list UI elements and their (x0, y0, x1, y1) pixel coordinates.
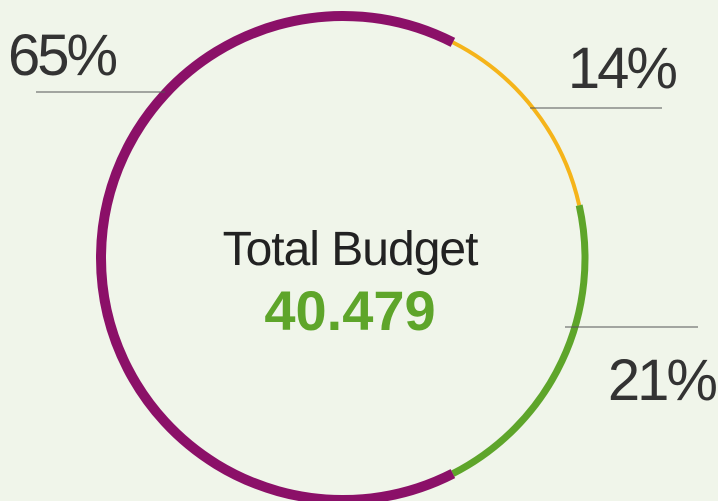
chart-title: Total Budget (223, 223, 479, 276)
donut-segment (451, 40, 582, 206)
value-label: 14% (568, 36, 677, 101)
center-value: 40.479 (264, 279, 435, 342)
donut-segment (96, 11, 456, 501)
value-label: 65% (8, 23, 117, 88)
donut-segment (451, 204, 589, 477)
value-label: 21% (608, 348, 717, 413)
